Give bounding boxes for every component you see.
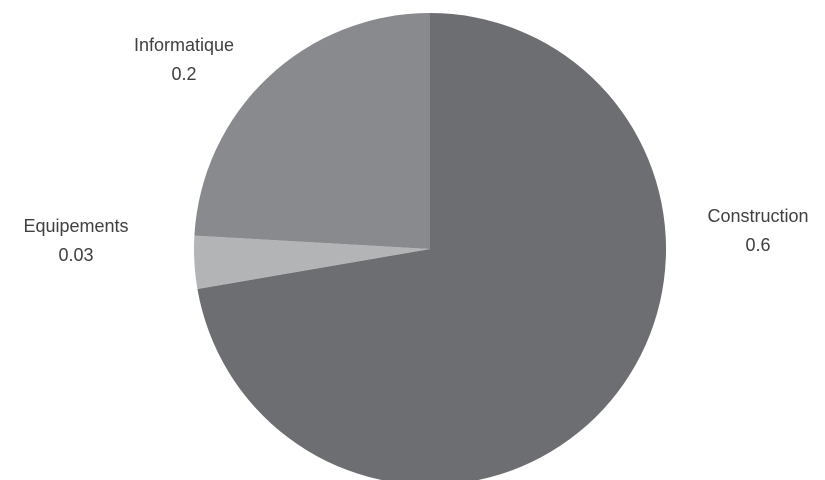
slice-label-equipements: Equipements: [23, 216, 128, 236]
pie-slice-informatique: [194, 13, 430, 249]
pie-labels: Construction 0.6 Equipements 0.03 Inform…: [23, 35, 808, 265]
pie-slice-equipements: [194, 235, 430, 289]
slice-value-informatique: 0.2: [171, 64, 196, 84]
slice-label-construction: Construction: [707, 206, 808, 226]
slice-value-construction: 0.6: [745, 235, 770, 255]
pie-slice-construction: [197, 13, 667, 480]
pie-slices: [194, 13, 667, 480]
slice-value-equipements: 0.03: [58, 245, 93, 265]
slice-label-informatique: Informatique: [134, 35, 234, 55]
